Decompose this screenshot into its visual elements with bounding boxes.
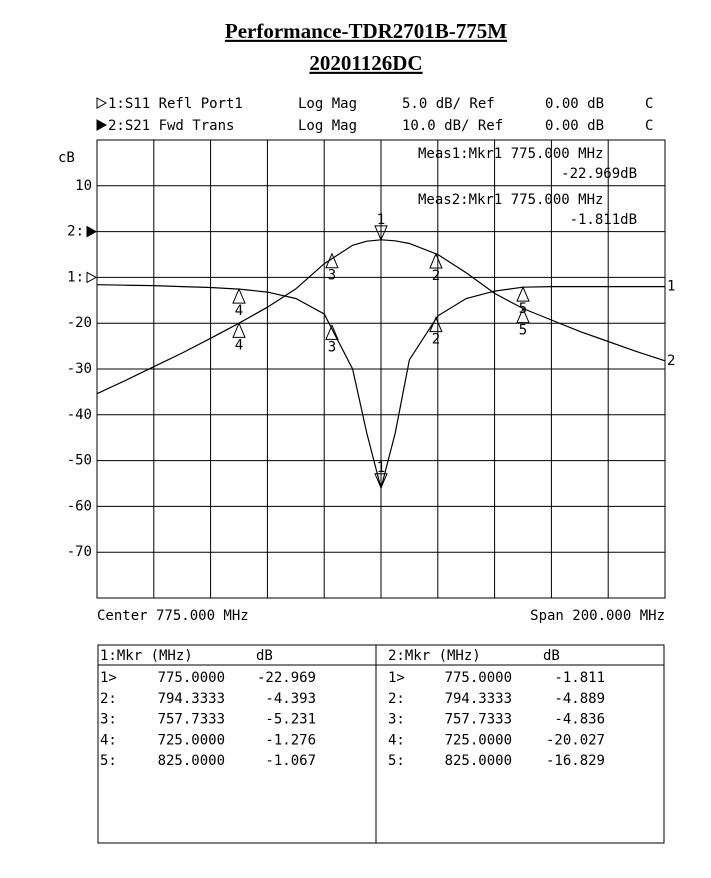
table-frame <box>97 644 665 844</box>
marker-label: 2 <box>432 268 440 284</box>
span-label: Span 200.000 MHz <box>530 608 665 624</box>
table-cell: -4.889 <box>554 691 605 707</box>
table-cell: 3: <box>388 712 405 728</box>
ref-pointer <box>86 271 98 284</box>
marker <box>232 322 246 338</box>
table-cell: -20.027 <box>546 732 605 748</box>
trace1-symbol <box>96 97 108 109</box>
table-cell: 825.0000 <box>158 753 225 769</box>
marker-label: 1 <box>377 212 385 228</box>
table-cell: 4: <box>100 732 117 748</box>
table-header: 2:Mkr (MHz) <box>388 648 481 664</box>
table-cell: 825.0000 <box>445 753 512 769</box>
table-cell: 775.0000 <box>158 670 225 686</box>
y-tick-label: -30 <box>67 361 92 377</box>
y-tick-label: -70 <box>67 544 92 560</box>
marker-label: 3 <box>328 339 336 355</box>
y-tick-label: -40 <box>67 407 92 423</box>
marker-label: 3 <box>328 268 336 284</box>
trace-header: Log Mag <box>298 96 357 112</box>
trace-header: 1:S11 Refl Port1 <box>108 96 243 112</box>
subtitle: 20201126DC <box>309 51 422 75</box>
marker-label: 1 <box>377 460 385 476</box>
table-cell: 794.3333 <box>158 691 225 707</box>
y-tick-label: -50 <box>67 453 92 469</box>
trace-header: 5.0 dB/ Ref <box>402 96 495 112</box>
trace-header: C <box>645 118 653 134</box>
table-cell: 2: <box>100 691 117 707</box>
trace-header: Log Mag <box>298 118 357 134</box>
trace-header: 2:S21 Fwd Trans <box>108 118 234 134</box>
table-cell: -4.393 <box>265 691 316 707</box>
marker-label: 4 <box>235 303 243 319</box>
table-cell: 794.3333 <box>445 691 512 707</box>
marker <box>232 287 246 304</box>
meas-readout: Meas1:Mkr1 775.000 MHz <box>418 146 603 162</box>
marker <box>429 316 443 333</box>
y-tick-label: 1: <box>67 269 84 285</box>
marker <box>429 252 443 269</box>
trace2-symbol <box>96 119 108 131</box>
trace-end-label: 1 <box>667 279 675 295</box>
y-tick-label: -60 <box>67 498 92 514</box>
marker <box>516 285 530 302</box>
table-cell: -1.276 <box>265 732 316 748</box>
table-cell: -4.836 <box>554 712 605 728</box>
table-header: dB <box>256 648 273 664</box>
trace-header: 0.00 dB <box>545 118 604 134</box>
ref-pointer <box>86 225 98 238</box>
table-cell: -16.829 <box>546 753 605 769</box>
trace-header: C <box>645 96 653 112</box>
table-cell: -22.969 <box>257 670 316 686</box>
title: Performance-TDR2701B-775M <box>225 19 507 43</box>
trace-end-label: 2 <box>667 353 675 369</box>
marker <box>325 324 339 340</box>
y-tick-label: 10 <box>75 178 92 194</box>
trace-header: 10.0 dB/ Ref <box>402 118 503 134</box>
table-cell: -5.231 <box>265 712 316 728</box>
meas-value: -22.969dB <box>561 166 637 182</box>
marker <box>374 225 388 242</box>
marker-label: 5 <box>519 323 527 339</box>
table-cell: 4: <box>388 732 405 748</box>
table-cell: 5: <box>388 753 405 769</box>
table-cell: 1> <box>388 670 405 686</box>
table-cell: 1> <box>100 670 117 686</box>
marker <box>374 473 388 490</box>
table-cell: 725.0000 <box>445 732 512 748</box>
table-cell: 2: <box>388 691 405 707</box>
meas-readout: Meas2:Mkr1 775.000 MHz <box>418 192 603 208</box>
marker <box>325 252 339 269</box>
table-cell: -1.067 <box>265 753 316 769</box>
table-header: 1:Mkr (MHz) <box>100 648 193 664</box>
table-cell: -1.811 <box>554 670 605 686</box>
meas-value: -1.811dB <box>570 212 637 228</box>
table-cell: 725.0000 <box>158 732 225 748</box>
y-axis-label: cB <box>58 150 75 166</box>
table-cell: 757.7333 <box>158 712 225 728</box>
table-header: dB <box>543 648 560 664</box>
marker-label: 4 <box>235 337 243 353</box>
center-label: Center 775.000 MHz <box>97 608 249 624</box>
table-cell: 5: <box>100 753 117 769</box>
y-tick-label: 2: <box>67 224 84 240</box>
marker <box>516 307 530 324</box>
trace-header: 0.00 dB <box>545 96 604 112</box>
marker-label: 2 <box>432 332 440 348</box>
table-cell: 775.0000 <box>445 670 512 686</box>
table-cell: 757.7333 <box>445 712 512 728</box>
y-tick-label: -20 <box>67 315 92 331</box>
table-cell: 3: <box>100 712 117 728</box>
